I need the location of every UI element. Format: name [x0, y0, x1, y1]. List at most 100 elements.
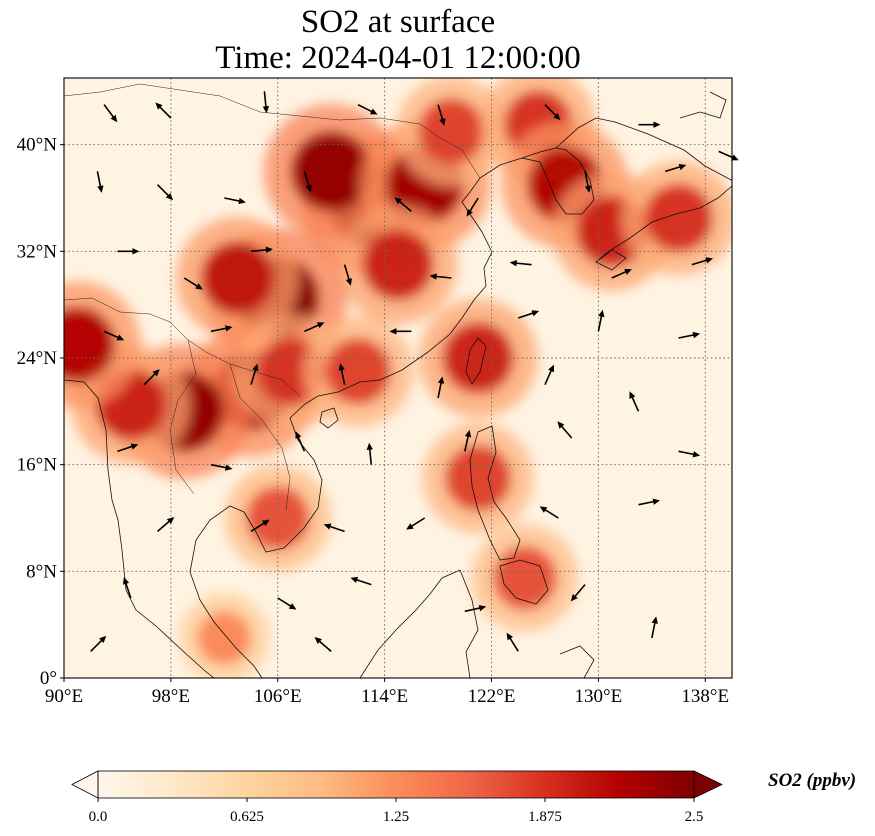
wind-arrow [314, 637, 332, 652]
wind-arrow [323, 523, 345, 533]
colorbar-tick-label: 1.25 [383, 809, 409, 825]
wind-arrow [250, 246, 273, 254]
wind-arrow [90, 635, 107, 652]
so2-hotspot [201, 241, 275, 315]
coastline-taiwan [465, 337, 487, 385]
wind-arrow [651, 616, 658, 639]
so2-hotspot [362, 229, 434, 300]
wind-arrow [210, 325, 233, 333]
plot-frame [63, 77, 733, 679]
y-tick-label: 32°N [17, 241, 58, 262]
wind-arrow [103, 104, 118, 123]
chart-title: SO2 at surface Time: 2024-04-01 12:00:00 [64, 4, 732, 76]
coastline-hainan [319, 407, 339, 429]
wind-arrow [584, 171, 592, 193]
wind-arrow [96, 171, 104, 193]
colorbar-extend-low [71, 770, 99, 799]
wind-arrow [123, 577, 132, 599]
so2-hotspot [64, 307, 115, 383]
x-tick-label: 138°E [681, 686, 729, 707]
y-tick-label: 24°N [17, 348, 58, 369]
colorbar-tick-label: 0.0 [89, 809, 108, 825]
wind-arrow [406, 517, 426, 530]
wind-arrow [597, 309, 605, 332]
x-axis: 90°E 98°E 106°E 114°E 122°E 130°E 138°E [45, 678, 729, 707]
wind-arrow [517, 310, 540, 319]
coastline-japan [595, 91, 732, 271]
x-tick-label: 98°E [152, 686, 190, 707]
so2-hotspot [442, 322, 514, 394]
x-tick-label: 130°E [575, 686, 623, 707]
so2-hotspot [197, 611, 252, 665]
wind-arrow [678, 450, 701, 458]
country-borders [64, 83, 481, 511]
so2-hotspot [493, 546, 557, 610]
colorbar-ticks: 0.0 0.625 1.25 1.875 2.5 [89, 798, 703, 825]
wind-arrow [638, 498, 661, 506]
wind-arrow [544, 104, 561, 121]
border-china-north [64, 83, 481, 179]
coastline-new-guinea-hint [559, 645, 595, 678]
title-line: SO2 at surface [300, 4, 496, 40]
wind-arrow [557, 421, 573, 439]
x-tick-label: 122°E [468, 686, 516, 707]
colorbar-tick-label: 0.625 [230, 809, 264, 825]
subtitle-line: Time: 2024-04-01 12:00:00 [215, 40, 581, 76]
colorbar-gradient [98, 771, 694, 798]
colorbar: 0.0 0.625 1.25 1.875 2.5 [71, 770, 723, 825]
x-tick-label: 114°E [361, 686, 408, 707]
wind-arrow [156, 517, 175, 532]
wind-arrow [224, 197, 246, 205]
coastline-indochina [189, 403, 323, 678]
wind-arrow [250, 519, 270, 533]
wind-arrow [117, 248, 140, 255]
wind-arrow [156, 184, 174, 201]
wind-arrow [544, 364, 554, 385]
wind-arrow [691, 257, 713, 266]
so2-hotspot [291, 131, 372, 212]
wind-arrow [570, 584, 586, 602]
x-tick-label: 90°E [45, 686, 83, 707]
wind-arrow [183, 277, 203, 290]
wind-arrow [437, 376, 445, 399]
x-tick-label: 106°E [254, 686, 302, 707]
wind-arrow [464, 604, 487, 613]
wind-arrow [678, 331, 701, 339]
wind-arrow [664, 163, 687, 173]
wind-arrow [437, 104, 446, 126]
so2-hotspot [325, 338, 391, 405]
wind-arrow [143, 369, 160, 386]
so2-field [64, 78, 732, 678]
so2-hotspot [246, 486, 310, 550]
wind-arrow [277, 597, 297, 610]
coastline-bay-of-bengal [64, 379, 215, 678]
wind-arrow [366, 442, 373, 465]
wind-arrow [429, 273, 452, 280]
wind-arrow [262, 91, 270, 114]
wind-arrow [638, 121, 661, 128]
border-indochina [169, 339, 291, 511]
y-tick-label: 40°N [17, 135, 58, 156]
wind-vectors [90, 91, 739, 652]
wind-arrow [464, 429, 472, 452]
so2-hotspot [418, 98, 485, 165]
y-tick-label: 16°N [17, 455, 58, 476]
wind-arrow [304, 322, 325, 333]
wind-arrow [210, 463, 233, 471]
wind-arrow [394, 197, 412, 212]
wind-arrow [357, 103, 378, 115]
wind-arrow [343, 264, 352, 286]
y-tick-label: 0° [40, 668, 57, 689]
wind-arrow [509, 259, 532, 267]
wind-arrow [155, 102, 172, 119]
so2-hotspot [644, 184, 713, 252]
colorbar-extend-high [693, 770, 723, 799]
wind-arrow [103, 330, 125, 341]
so2-hotspot [445, 445, 511, 511]
wind-arrow [466, 197, 479, 217]
wind-arrow [295, 431, 306, 452]
colorbar-tick-label: 1.875 [528, 809, 562, 825]
wind-arrow [250, 363, 259, 385]
wind-arrow [539, 506, 559, 519]
